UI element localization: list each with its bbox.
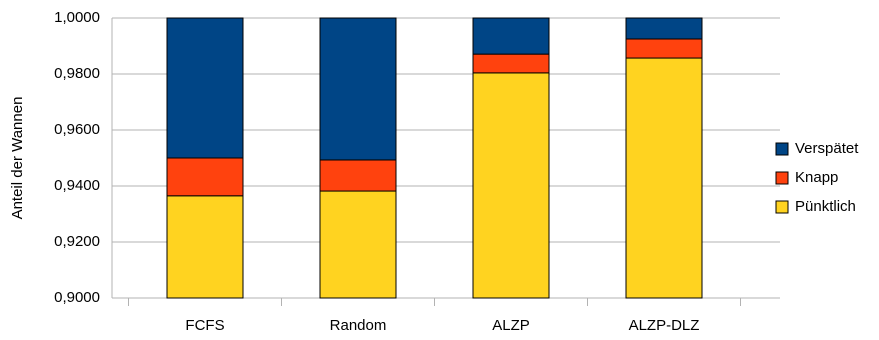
legend-label: Verspätet xyxy=(795,140,859,157)
bar-segment xyxy=(166,157,244,197)
bar-segment xyxy=(472,72,550,299)
y-tick-label: 0,9800 xyxy=(54,65,100,82)
x-tick-label: FCFS xyxy=(185,317,224,334)
y-tick-label: 0,9200 xyxy=(54,233,100,250)
y-axis-label: Anteil der Wannen xyxy=(9,97,26,220)
y-tick-label: 1,0000 xyxy=(54,9,100,26)
x-tick-label: ALZP-DLZ xyxy=(629,317,700,334)
x-tick-label: ALZP xyxy=(492,317,530,334)
bar-segment xyxy=(625,17,703,40)
legend-label: Pünktlich xyxy=(795,198,856,215)
bar-segment xyxy=(472,53,550,74)
bar-segment xyxy=(166,195,244,299)
bar-segment xyxy=(319,190,397,299)
legend-swatch xyxy=(775,200,789,214)
y-tick-label: 0,9000 xyxy=(54,289,100,306)
legend-swatch xyxy=(775,171,789,185)
bar-segment xyxy=(472,17,550,55)
bar-segment xyxy=(319,17,397,161)
bar-segment xyxy=(625,38,703,59)
y-tick-label: 0,9600 xyxy=(54,121,100,138)
legend-swatch xyxy=(775,142,789,156)
bar-segment xyxy=(625,57,703,299)
bar-segment xyxy=(166,17,244,159)
y-tick-label: 0,9400 xyxy=(54,177,100,194)
x-tick-label: Random xyxy=(330,317,387,334)
legend-label: Knapp xyxy=(795,169,838,186)
bar-segment xyxy=(319,159,397,192)
